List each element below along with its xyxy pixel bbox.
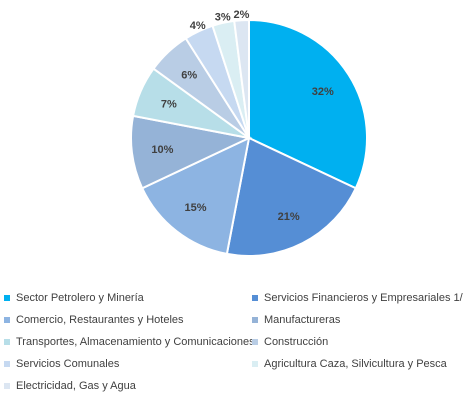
legend-swatch-4 [4, 339, 10, 345]
pie-plot-area: 32% 21% 15% 10% 7% 6% 4% 3% 2% [130, 9, 368, 257]
pie-slice-8 [233, 18, 250, 139]
legend-swatch-2 [4, 317, 10, 323]
legend-item-5: Construcción [252, 336, 328, 348]
legend-label-0: Sector Petrolero y Minería [16, 292, 144, 304]
pie-slice-2 [140, 136, 251, 256]
legend-label-5: Construcción [264, 336, 329, 348]
legend-swatch-6 [4, 361, 10, 367]
slice-data-label-2: 15% [184, 202, 206, 214]
legend-label-3: Manufactureras [264, 314, 341, 326]
legend-swatch-8 [4, 383, 10, 389]
pie-slice-1 [225, 136, 358, 257]
legend-item-6: Servicios Comunales [4, 358, 119, 370]
slice-data-label-5: 6% [181, 69, 197, 81]
legend-swatch-5 [252, 339, 258, 345]
pie-slice-0 [248, 18, 368, 190]
slice-data-label-1: 21% [278, 211, 300, 223]
legend-label-7: Agricultura Caza, Silvicultura y Pesca [264, 358, 447, 370]
legend-item-8: Electricidad, Gas y Agua [4, 380, 136, 392]
legend-item-2: Comercio, Restaurantes y Hoteles [4, 314, 184, 326]
legend-item-1: Servicios Financieros y Empresariales 1/ [252, 292, 463, 304]
legend-label-1: Servicios Financieros y Empresariales 1/ [264, 292, 463, 304]
legend-item-4: Transportes, Almacenamiento y Comunicaci… [4, 336, 255, 348]
legend-label-6: Servicios Comunales [16, 358, 120, 370]
slice-data-label-4: 7% [161, 98, 177, 110]
legend-item-0: Sector Petrolero y Minería [4, 292, 144, 304]
legend-swatch-1 [252, 295, 258, 301]
legend-swatch-0 [4, 295, 10, 301]
legend-swatch-3 [252, 317, 258, 323]
slice-data-label-8: 2% [233, 9, 249, 21]
legend-label-4: Transportes, Almacenamiento y Comunicaci… [16, 336, 255, 348]
legend-swatch-7 [252, 361, 258, 367]
slice-data-label-6: 4% [190, 20, 206, 32]
slice-data-label-3: 10% [151, 144, 173, 156]
slice-data-label-7: 3% [215, 12, 231, 24]
legend-label-8: Electricidad, Gas y Agua [16, 380, 136, 392]
legend-item-7: Agricultura Caza, Silvicultura y Pesca [252, 358, 447, 370]
legend-label-2: Comercio, Restaurantes y Hoteles [16, 314, 184, 326]
pie-slice-3 [130, 114, 253, 190]
legend-item-3: Manufactureras [252, 314, 340, 326]
slice-data-label-0: 32% [312, 86, 334, 98]
